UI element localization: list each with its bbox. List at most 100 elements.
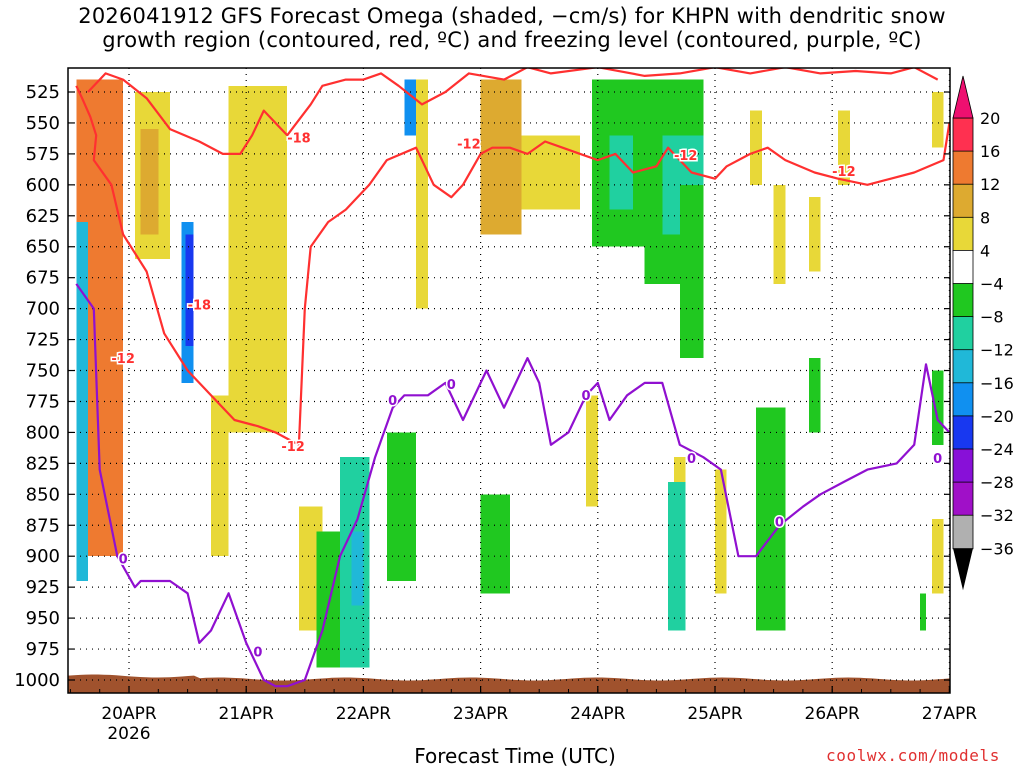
contour-label: 0: [582, 389, 591, 404]
colorbar-label: −20: [980, 407, 1014, 426]
contour-line: [87, 68, 939, 155]
omega-patch: [931, 92, 944, 148]
x-tick-label: 24APR: [570, 704, 626, 724]
colorbar-label: −24: [980, 440, 1014, 459]
colorbar-swatch: [952, 216, 974, 252]
colorbar-swatch: [952, 249, 974, 285]
x-axis: 20APR 21APR 22APR 23APR 24APR 25APR 26APR 27APR…: [69, 686, 978, 744]
y-tick-label: 625: [26, 206, 60, 227]
omega-patch: [750, 110, 762, 185]
omega-patch: [931, 370, 944, 445]
chart-title-line1: 2026041912 GFS Forecast Omega (shaded, −…: [78, 4, 946, 28]
y-tick-label: 925: [26, 577, 60, 598]
contour-label: 0: [119, 552, 128, 567]
omega-patch: [715, 469, 727, 594]
y-axis: 525 550 575 600 625 650 675 700 725 750 775 800 825 8…: [14, 82, 950, 691]
colorbar: 20 16 12 8 4 −4 −8 −12 −16 −20 −24 −28 −32 −36: [952, 75, 1014, 591]
contours: [75, 68, 950, 688]
colorbar-swatch: [952, 349, 974, 384]
colorbar-label: −4: [980, 275, 1004, 294]
contour-label: 0: [447, 378, 456, 393]
colorbar-label: −16: [980, 374, 1014, 393]
y-tick-label: 825: [26, 453, 60, 474]
colorbar-swatch: [952, 316, 974, 351]
y-tick-label: 525: [26, 82, 60, 103]
colorbar-label: −36: [980, 539, 1014, 558]
colorbar-cap-top: [952, 75, 974, 119]
contour-label: -12: [457, 138, 481, 153]
omega-patch: [76, 221, 88, 581]
omega-patch: [808, 358, 821, 433]
contour-label: 0: [687, 452, 696, 467]
omega-patch: [416, 79, 428, 309]
omega-patch: [586, 395, 598, 507]
omega-patch: [679, 184, 704, 359]
contour-label: -12: [832, 165, 856, 180]
colorbar-swatch: [952, 117, 974, 152]
colorbar-label: −8: [980, 308, 1004, 327]
colorbar-label: −12: [980, 341, 1014, 360]
contour-line: [75, 283, 950, 688]
y-tick-label: 950: [26, 608, 60, 629]
omega-patch: [228, 85, 288, 433]
omega-patch: [386, 432, 417, 581]
colorbar-cap-bottom: [953, 548, 973, 591]
omega-patch: [480, 494, 510, 594]
omega-patch: [838, 110, 850, 185]
colorbar-label: −32: [980, 506, 1014, 525]
contour-label: 0: [775, 515, 784, 530]
y-tick-label: 700: [26, 299, 60, 320]
y-tick-label: 750: [26, 361, 60, 382]
contour-label: -18: [287, 132, 311, 147]
y-tick-label: 575: [26, 144, 60, 165]
terrain-ground: [68, 674, 950, 693]
y-tick-label: 800: [26, 422, 60, 443]
omega-patch: [609, 135, 633, 210]
omega-patch: [87, 110, 112, 408]
omega-patch: [931, 519, 944, 594]
colorbar-swatch: [952, 150, 974, 186]
colorbar-label: 16: [980, 142, 1000, 161]
contour-line: [75, 85, 300, 446]
y-tick-label: 1000: [14, 670, 60, 691]
contour-labels: -18 -18 -12 -12 -12 -12 -12 0 0 0 0 0 0 0 0: [110, 130, 944, 662]
omega-shading: [76, 79, 944, 668]
x-tick-label: 23APR: [453, 704, 509, 724]
colorbar-label: −28: [980, 473, 1014, 492]
colorbar-label: 12: [980, 175, 1000, 194]
y-tick-label: 650: [26, 237, 60, 258]
chart-title: 2026041912 GFS Forecast Omega (shaded, −…: [0, 4, 1024, 52]
x-tick-label: 25APR: [687, 704, 743, 724]
y-tick-label: 875: [26, 515, 60, 536]
colorbar-swatch: [952, 448, 974, 483]
omega-patch: [920, 593, 926, 631]
plot-frame: [67, 67, 951, 694]
y-tick-label: 900: [26, 546, 60, 567]
x-tick-label: 27APR: [922, 704, 978, 724]
colorbar-swatch: [952, 514, 974, 550]
x-axis-title: Forecast Time (UTC): [414, 744, 616, 768]
colorbar-swatch: [952, 283, 974, 318]
omega-patch: [211, 395, 229, 557]
omega-patch: [351, 531, 364, 606]
omega-patch: [668, 481, 686, 631]
contour-label: 0: [933, 452, 942, 467]
omega-patch: [808, 197, 821, 272]
contour-label: -18: [188, 299, 212, 314]
omega-patch: [140, 129, 159, 235]
ground-band: [68, 674, 950, 693]
omega-patch: [756, 407, 786, 631]
y-tick-label: 975: [26, 639, 60, 660]
contour-line: [297, 122, 950, 445]
y-tick-label: 775: [26, 391, 60, 412]
omega-patch: [773, 184, 786, 284]
contour-label: -12: [281, 440, 305, 455]
chart-title-line2: growth region (contoured, red, ºC) and f…: [102, 28, 922, 52]
colorbar-swatch: [952, 415, 974, 450]
colorbar-label: 8: [980, 208, 990, 227]
contour-label: -12: [111, 352, 135, 367]
colorbar-label: 20: [980, 109, 1000, 128]
credit-text: coolwx.com/models: [826, 746, 1000, 765]
colorbar-swatch: [952, 382, 974, 417]
